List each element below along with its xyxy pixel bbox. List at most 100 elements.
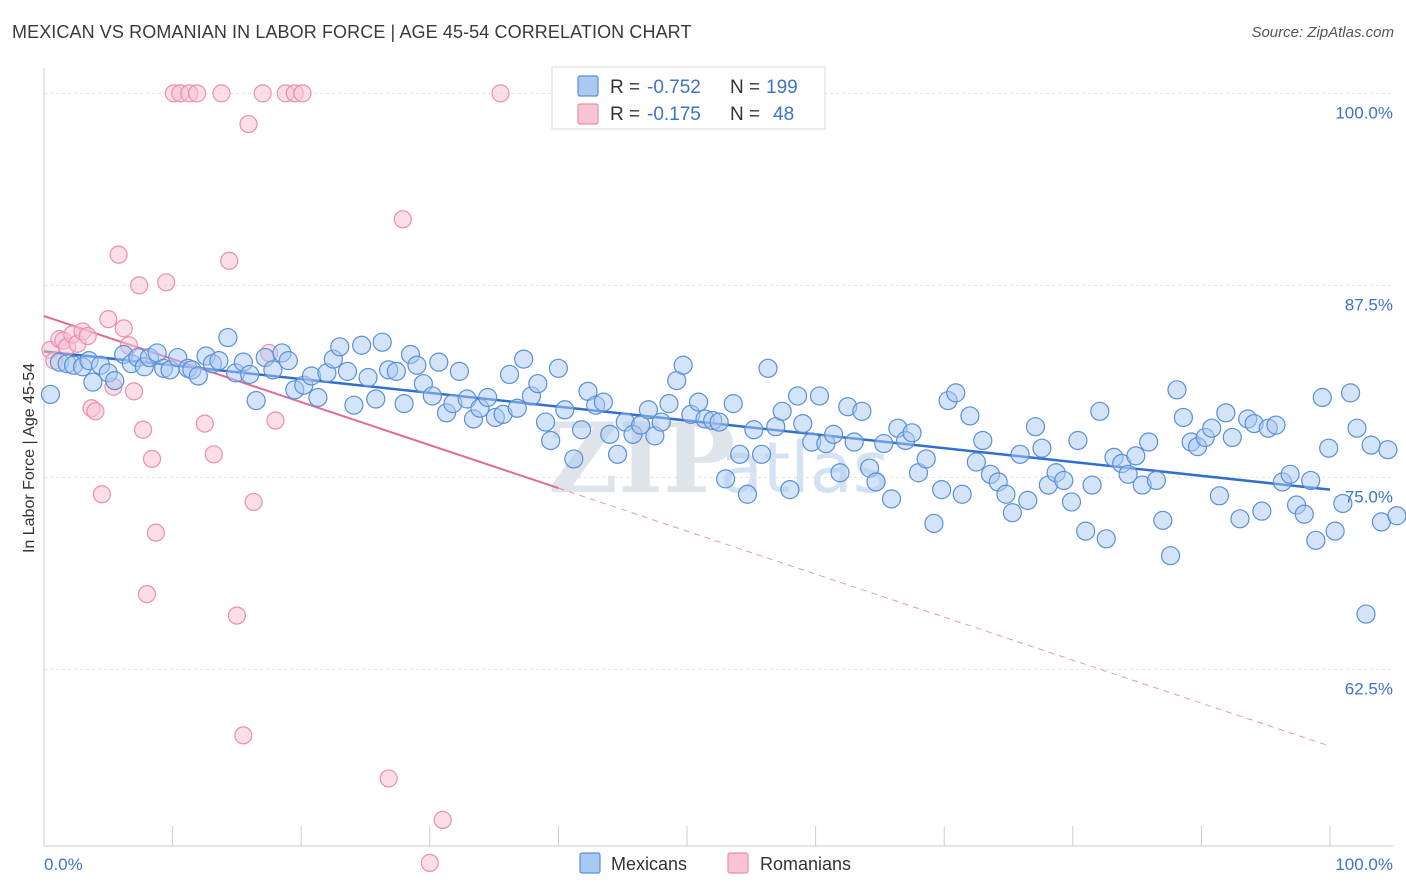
mexicans-point-124 — [932, 480, 952, 500]
y-tick-label-2: 87.5% — [1345, 295, 1393, 314]
bottom-legend-swatch-romanians — [727, 852, 749, 874]
romanians-point-44 — [420, 853, 439, 872]
bottom-legend-romanians: Romanians — [760, 854, 851, 874]
mexicans-point-154 — [1146, 470, 1166, 491]
romanians-point-15 — [114, 319, 133, 338]
bottom-legend: Mexicans Romanians — [579, 852, 851, 874]
mexicans-point-158 — [1173, 407, 1193, 428]
y-tick-label-3: 100.0% — [1335, 103, 1393, 122]
mexicans-point-165 — [1222, 427, 1242, 448]
mexicans-point-94 — [715, 469, 736, 489]
mexicans-point-9 — [105, 370, 125, 391]
mexicans-point-49 — [394, 394, 414, 414]
mexicans-point-71 — [548, 358, 569, 378]
mexicans-point-98 — [744, 420, 764, 440]
mexicans-point-37 — [308, 387, 328, 408]
mexicans-point-144 — [1076, 521, 1096, 541]
mexicans-point-103 — [780, 480, 800, 500]
mexicans-point-31 — [263, 360, 283, 380]
mexicans-point-150 — [1118, 464, 1138, 484]
mexicans-point-176 — [1301, 470, 1321, 491]
mexicans-point-24 — [209, 351, 229, 371]
bottom-legend-mexicans: Mexicans — [611, 854, 687, 874]
romanians-point-11 — [92, 485, 111, 504]
mexicans-point-112 — [844, 432, 864, 452]
mexicans-point-72 — [555, 400, 575, 420]
romanians-point-12 — [99, 310, 118, 329]
mexicans-point-187 — [1378, 440, 1398, 460]
romanians-point-36 — [253, 84, 272, 103]
mexicans-point-86 — [659, 394, 679, 414]
mexicans-point-109 — [824, 424, 844, 444]
mexicans-point-57 — [449, 361, 469, 381]
mexicans-point-183 — [1347, 418, 1367, 438]
mexicans-point-175 — [1294, 504, 1314, 524]
mexicans-point-21 — [188, 366, 208, 386]
mexicans-point-173 — [1280, 464, 1300, 484]
romanians-point-45 — [433, 810, 452, 829]
legend-r-label-romanians: R = — [610, 104, 640, 125]
mexicans-point-166 — [1230, 509, 1250, 529]
mexicans-point-102 — [772, 401, 792, 421]
mexicans-point-177 — [1306, 530, 1326, 550]
romanians-point-19 — [133, 420, 153, 439]
source-label: Source: ZipAtlas.com — [1251, 24, 1394, 41]
mexicans-point-110 — [830, 463, 850, 483]
mexicans-point-53 — [422, 386, 442, 406]
mexicans-point-122 — [916, 449, 936, 469]
mexicans-point-113 — [852, 401, 872, 421]
romanians-point-29 — [204, 445, 223, 464]
mexicans-point-115 — [866, 472, 886, 492]
mexicans-point-143 — [1068, 430, 1088, 451]
mexicans-point-90 — [688, 392, 709, 412]
mexicans-point-51 — [407, 355, 427, 375]
mexicans-point-180 — [1325, 521, 1345, 541]
mexicans-point-155 — [1153, 510, 1173, 530]
mexicans-point-142 — [1061, 492, 1082, 512]
romanians-point-38 — [266, 411, 285, 430]
mexicans-point-126 — [946, 383, 966, 403]
y-tick-label-0: 62.5% — [1345, 679, 1393, 698]
mexicans-point-188 — [1387, 506, 1406, 526]
mexicans-point-73 — [564, 449, 584, 469]
mexicans-point-93 — [709, 412, 729, 432]
mexicans-point-182 — [1340, 383, 1361, 403]
mexicans-point-105 — [793, 414, 813, 434]
mexicans-point-88 — [673, 355, 693, 375]
romanians-points — [41, 84, 510, 872]
romanians-point-43 — [393, 210, 412, 229]
mexicans-point-138 — [1032, 438, 1052, 458]
mexicans-point-185 — [1361, 435, 1381, 455]
mexicans-point-54 — [429, 352, 449, 372]
mexicans-point-44 — [358, 367, 378, 388]
legend-swatch-romanians — [577, 103, 599, 125]
mexicans-point-164 — [1216, 403, 1236, 423]
legend-n-value-romanians: 48 — [773, 104, 794, 125]
romanians-point-28 — [195, 414, 214, 433]
mexicans-point-64 — [499, 364, 520, 385]
romanians-point-42 — [379, 769, 398, 788]
mexicans-point-79 — [607, 444, 628, 464]
mexicans-point-130 — [973, 430, 993, 451]
romanians-point-14 — [109, 245, 128, 264]
romanians-point-27 — [187, 84, 207, 103]
mexicans-point-107 — [809, 386, 830, 406]
mexicans-point-104 — [787, 386, 808, 406]
mexicans-point-146 — [1090, 401, 1110, 421]
mexicans-point-178 — [1312, 387, 1332, 408]
mexicans-point-68 — [528, 374, 548, 394]
mexicans-point-145 — [1082, 475, 1102, 495]
mexicans-point-97 — [737, 484, 758, 504]
mexicans-point-162 — [1202, 418, 1222, 438]
romanians-point-34 — [239, 114, 258, 134]
mexicans-point-33 — [278, 351, 298, 371]
mexicans-point-135 — [1010, 444, 1030, 464]
axes — [43, 68, 1393, 847]
romanians-point-41 — [293, 84, 312, 103]
mexicans-point-184 — [1356, 604, 1376, 624]
mexicans-point-134 — [1002, 503, 1022, 523]
mexicans-point-127 — [952, 484, 972, 504]
mexicans-point-29 — [246, 390, 266, 411]
romanians-point-31 — [220, 251, 239, 270]
